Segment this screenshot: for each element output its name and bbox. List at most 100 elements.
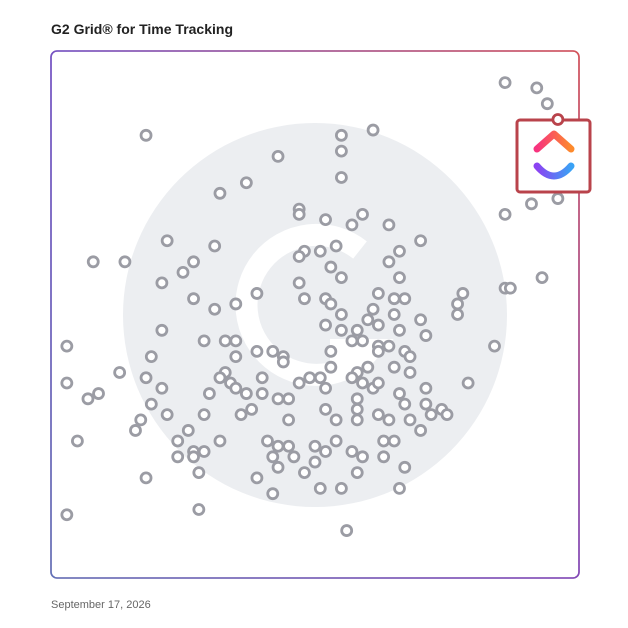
point: [540, 97, 554, 111]
point: [160, 408, 174, 422]
chart-title: G2 Grid® for Time Tracking: [51, 21, 233, 37]
point: [356, 334, 369, 348]
point: [139, 371, 153, 385]
point: [250, 287, 264, 300]
point: [113, 366, 127, 379]
point: [345, 445, 359, 458]
point: [181, 424, 195, 437]
point: [451, 297, 464, 311]
point: [213, 434, 227, 448]
point: [271, 149, 285, 163]
point: [208, 239, 222, 253]
point: [276, 355, 290, 369]
point: [350, 392, 364, 406]
point: [303, 371, 317, 385]
point: [393, 323, 406, 337]
point: [356, 376, 369, 390]
point: [424, 408, 438, 422]
point: [419, 381, 433, 395]
point: [419, 329, 433, 342]
point: [387, 292, 401, 306]
point: [345, 371, 359, 385]
point: [371, 408, 385, 422]
point: [382, 255, 396, 269]
point: [329, 434, 343, 448]
point: [324, 297, 338, 311]
point: [245, 402, 259, 416]
point: [155, 323, 169, 337]
point: [414, 424, 428, 437]
point: [488, 339, 501, 353]
point: [356, 207, 369, 221]
highlight-point-group: [551, 113, 565, 126]
point: [451, 308, 464, 321]
point: [171, 434, 185, 448]
point: [503, 281, 517, 295]
point: [155, 276, 169, 290]
point: [334, 144, 348, 158]
point: [371, 318, 385, 332]
point: [371, 376, 385, 390]
point: [250, 344, 264, 358]
point: [498, 76, 512, 90]
point: [366, 302, 380, 316]
point: [118, 255, 132, 269]
point: [308, 455, 322, 469]
point: [266, 344, 280, 358]
point: [192, 503, 206, 516]
point: [213, 186, 227, 200]
point: [218, 334, 232, 348]
point: [525, 197, 538, 211]
point: [382, 339, 396, 353]
point: [197, 408, 211, 422]
point: [187, 255, 200, 269]
point: [86, 255, 100, 269]
point: [398, 292, 412, 306]
point: [393, 271, 406, 285]
point: [229, 381, 243, 395]
logo-curve: [533, 162, 575, 180]
point: [319, 213, 332, 227]
point: [155, 381, 169, 395]
point: [287, 450, 301, 464]
point: [197, 334, 211, 348]
point: [292, 276, 306, 290]
point: [551, 192, 565, 205]
point: [403, 350, 417, 364]
point: [187, 450, 200, 464]
point: [387, 434, 401, 448]
point: [271, 392, 285, 406]
point: [334, 308, 348, 321]
point: [350, 323, 364, 337]
point: [92, 387, 105, 400]
point: [371, 287, 385, 300]
point: [313, 244, 327, 258]
point: [398, 397, 412, 411]
point: [319, 318, 332, 332]
point: [298, 292, 311, 306]
point: [414, 234, 428, 248]
point: [129, 424, 142, 437]
point: [403, 413, 417, 427]
point: [313, 482, 327, 495]
point: [60, 376, 74, 390]
point: [192, 466, 206, 480]
point: [361, 313, 375, 327]
point: [202, 387, 216, 400]
point: [261, 434, 274, 448]
point: [319, 445, 332, 458]
point: [334, 128, 348, 142]
point: [266, 450, 280, 464]
point: [282, 413, 296, 427]
point: [345, 218, 359, 232]
footer-date: September 17, 2026: [51, 599, 151, 611]
point: [308, 439, 322, 453]
point: [139, 471, 153, 485]
point: [176, 265, 190, 279]
point: [334, 271, 348, 285]
point: [229, 350, 243, 364]
point: [350, 413, 364, 427]
point: [134, 413, 148, 427]
